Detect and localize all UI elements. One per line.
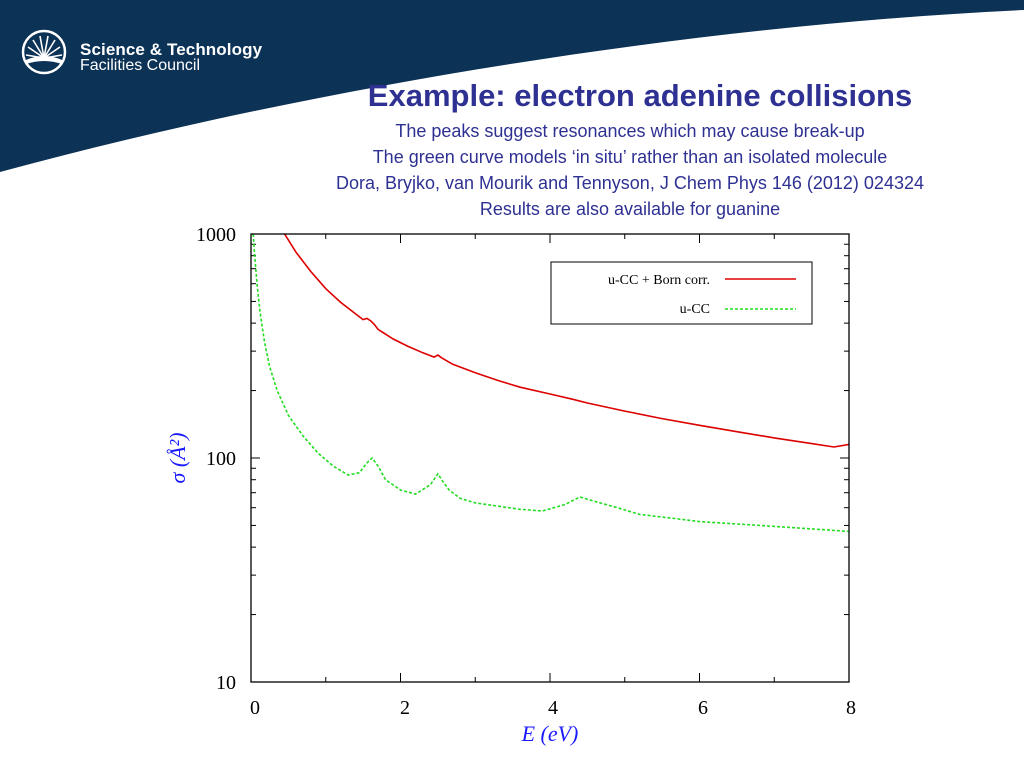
header-banner [0, 0, 1024, 172]
legend-label-red: u-CC + Born corr. [608, 273, 710, 288]
stfc-logo: Science & Technology Facilities Council [20, 26, 263, 82]
logo-line-2: Facilities Council [80, 57, 201, 74]
x-tick-label: 2 [400, 697, 410, 719]
series-line-green [252, 234, 849, 533]
y-axis-title: σ (Å²) [165, 432, 190, 483]
x-tick-label: 6 [698, 697, 708, 719]
subtitle-line: The green curve models ‘in situ’ rather … [372, 147, 888, 167]
y-tick-label: 1000 [196, 224, 236, 246]
subtitle-line: The peaks suggest resonances which may c… [395, 121, 865, 141]
x-axis-title: E (eV) [521, 721, 579, 746]
banner-shape [0, 0, 1024, 172]
logo-line-1: Science & Technology [80, 40, 263, 59]
slide-title: Example: electron adenine collisions [367, 78, 913, 113]
sunburst-icon [21, 29, 67, 75]
legend: u-CC + Born corr. u-CC [550, 261, 813, 325]
y-tick-label: 10 [216, 672, 236, 694]
x-tick-label: 4 [548, 697, 558, 719]
subtitle-block: The peaks suggest resonances which may c… [240, 118, 1020, 222]
x-tick-label: 0 [250, 697, 260, 719]
legend-box [550, 261, 813, 325]
legend-label-green: u-CC [680, 302, 710, 317]
series-line-red [283, 234, 849, 448]
subtitle-line: Dora, Bryjko, van Mourik and Tennyson, J… [336, 173, 924, 193]
x-tick-label: 8 [846, 697, 856, 719]
subtitle-line: Results are also available for guanine [479, 199, 781, 219]
plot-frame [250, 233, 850, 683]
y-tick-label: 100 [206, 448, 236, 470]
